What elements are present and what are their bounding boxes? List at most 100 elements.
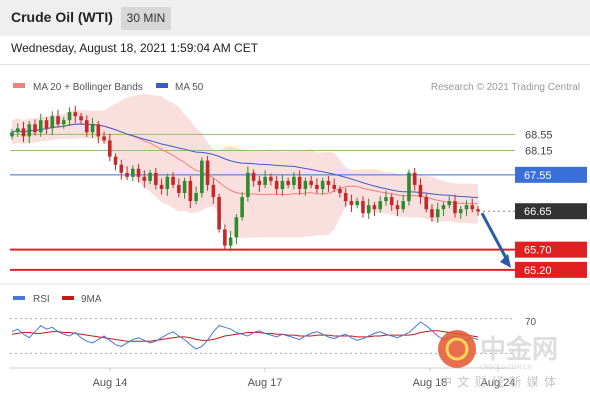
level-labels: 68.55 68.15 67.55 66.65 65.70 65.20 bbox=[515, 129, 587, 278]
candle-body bbox=[234, 217, 239, 238]
candle-body bbox=[458, 209, 463, 214]
candle-body bbox=[418, 184, 423, 198]
watermark-slogan: 中 文 财 经 新 媒 体 bbox=[440, 374, 557, 389]
current-label-bg bbox=[515, 203, 587, 220]
rsi-legend-label: RSI bbox=[33, 294, 50, 305]
candle-body bbox=[159, 184, 164, 189]
watermark-domain: CNGOLD.COM.CN bbox=[480, 365, 532, 371]
x-tick-label: Aug 18 bbox=[413, 377, 448, 389]
candle-body bbox=[424, 197, 429, 210]
watermark-brand: 中金网 bbox=[480, 334, 558, 364]
candle-body bbox=[21, 128, 26, 137]
watermark-logo-icon bbox=[438, 330, 476, 368]
candle-body bbox=[205, 160, 210, 185]
rsi-70-label: 70 bbox=[525, 317, 537, 328]
candle-body bbox=[286, 180, 290, 185]
candle-body bbox=[378, 201, 382, 210]
x-tick-label: Aug 14 bbox=[93, 377, 128, 389]
rsi-panel bbox=[10, 318, 515, 354]
candle-body bbox=[10, 132, 14, 137]
source-credit: Research © 2021 Trading Central bbox=[431, 82, 580, 93]
candle-body bbox=[303, 180, 308, 189]
candle-body bbox=[200, 160, 204, 194]
support-label: 65.70 bbox=[524, 245, 552, 257]
candle-body bbox=[240, 197, 244, 218]
candle-body bbox=[142, 176, 147, 181]
candle-body bbox=[251, 172, 256, 181]
candle-body bbox=[73, 112, 78, 117]
candle-body bbox=[84, 120, 89, 133]
rsi-ma-line bbox=[11, 330, 479, 342]
x-tick-label: Aug 17 bbox=[248, 377, 283, 389]
candle-body bbox=[217, 197, 221, 230]
candle-body bbox=[44, 120, 49, 129]
resistance-label: 68.55 bbox=[525, 129, 553, 141]
current-label: 66.65 bbox=[524, 206, 552, 218]
candle-body bbox=[27, 124, 32, 137]
candle-body bbox=[389, 197, 394, 206]
candle-body bbox=[395, 205, 400, 210]
candle-body bbox=[90, 124, 95, 133]
candle-body bbox=[349, 201, 354, 206]
candle-body bbox=[453, 201, 457, 214]
candle-body bbox=[182, 180, 187, 194]
candle-body bbox=[148, 172, 152, 181]
arrow-shaft bbox=[480, 212, 509, 261]
candle-body bbox=[401, 201, 406, 210]
candle-body bbox=[447, 201, 452, 206]
candle-body bbox=[96, 124, 101, 137]
candle-body bbox=[188, 180, 193, 202]
timeframe-badge[interactable]: 30 MIN bbox=[121, 7, 171, 30]
candle-body bbox=[131, 168, 135, 177]
candle-body bbox=[274, 180, 279, 189]
watermark: 中金网 CNGOLD.COM.CN 中 文 财 经 新 媒 体 bbox=[438, 330, 558, 389]
watermark-logo-ring bbox=[445, 337, 469, 361]
candle-body bbox=[332, 184, 336, 189]
candle-body bbox=[470, 205, 475, 210]
support-label-bg bbox=[515, 261, 587, 278]
ma50-line bbox=[11, 123, 479, 199]
rsi-line bbox=[11, 321, 479, 350]
candle-body bbox=[171, 176, 175, 185]
ma20-legend-swatch bbox=[13, 83, 25, 88]
pivot-label-bg bbox=[515, 166, 587, 183]
candle-body bbox=[441, 205, 446, 210]
support-label: 65.20 bbox=[524, 265, 552, 277]
ma50-legend-label: MA 50 bbox=[175, 82, 204, 93]
candle-body bbox=[476, 209, 480, 212]
pivot-label: 67.55 bbox=[524, 170, 552, 182]
candle-body bbox=[366, 205, 371, 214]
candle-body bbox=[165, 176, 170, 189]
candle-body bbox=[50, 116, 55, 129]
candle-body bbox=[343, 193, 348, 202]
support-label-bg bbox=[515, 241, 587, 258]
candle-body bbox=[194, 193, 198, 202]
rsi-ma-legend-label: 9MA bbox=[81, 294, 102, 305]
candle-body bbox=[430, 209, 434, 218]
ma50-legend-swatch bbox=[156, 83, 168, 88]
rsi-ma-legend-swatch bbox=[62, 296, 74, 300]
candle-body bbox=[297, 176, 302, 189]
candle-body bbox=[79, 116, 83, 121]
candle-body bbox=[177, 184, 181, 194]
chart-header: Crude Oil (WTI) 30 MIN bbox=[0, 0, 590, 36]
candle-body bbox=[355, 201, 359, 206]
resistance-label: 68.15 bbox=[525, 146, 553, 158]
candle-body bbox=[33, 124, 37, 133]
candle-body bbox=[257, 180, 262, 185]
candle-body bbox=[464, 205, 469, 210]
price-levels bbox=[10, 133, 515, 271]
candle-body bbox=[246, 172, 250, 198]
forecast-arrow bbox=[480, 212, 511, 268]
instrument-title: Crude Oil (WTI) bbox=[11, 9, 113, 25]
arrow-head bbox=[500, 253, 511, 268]
candle-body bbox=[125, 172, 129, 177]
candle-body bbox=[361, 201, 365, 214]
x-tick-label: Aug 24 bbox=[481, 377, 516, 389]
candle-body bbox=[384, 197, 388, 202]
candle-body bbox=[280, 180, 285, 189]
candlesticks bbox=[10, 105, 480, 252]
timestamp: Wednesday, August 18, 2021 1:59:04 AM CE… bbox=[11, 41, 259, 55]
moving-averages bbox=[11, 123, 479, 205]
